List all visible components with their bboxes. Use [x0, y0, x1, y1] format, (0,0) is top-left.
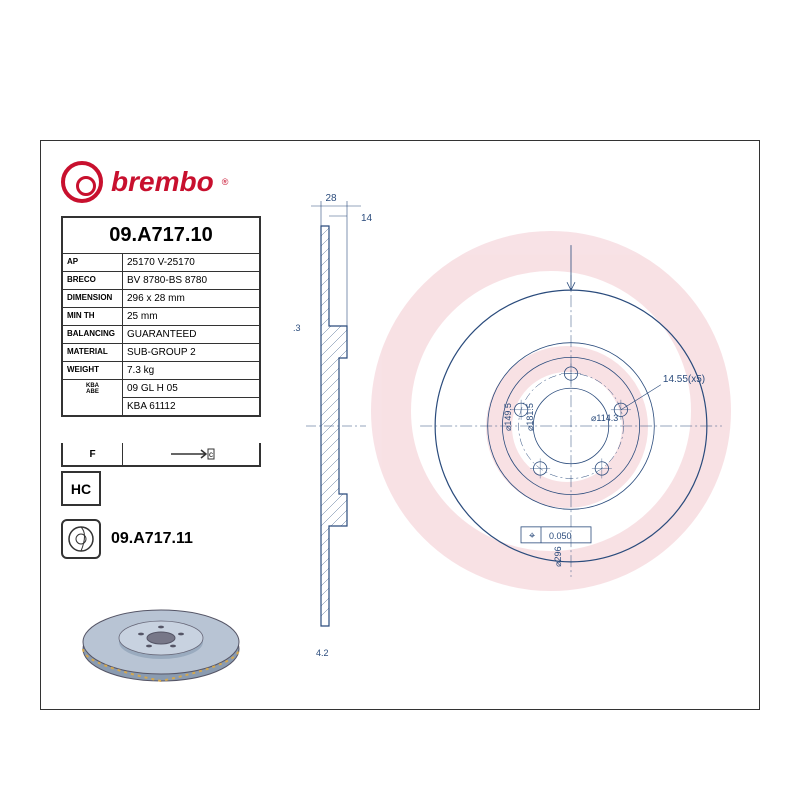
svg-text:⌀181.5: ⌀181.5 — [525, 403, 535, 431]
brand-logo: brembo ® — [61, 161, 228, 203]
technical-drawing: 28 14 .3 4.2 14.55(x5) ⌀149.5 ⌀181.5 ⌀296 ⌀114.3… — [281, 161, 739, 689]
svg-text:⌖: ⌖ — [529, 530, 535, 542]
spec-value: SUB-GROUP 2 — [123, 344, 259, 361]
disc-icon — [61, 519, 101, 559]
alt-part-row: 09.A717.11 — [61, 519, 261, 559]
spec-value: 7.3 kg — [123, 362, 259, 379]
svg-text:⌀296: ⌀296 — [553, 546, 563, 566]
svg-text:4.2: 4.2 — [316, 648, 329, 658]
spec-value: BV 8780-BS 8780 — [123, 272, 259, 289]
part-number: 09.A717.10 — [63, 218, 259, 254]
svg-text:.3: .3 — [293, 323, 301, 333]
svg-text:c: c — [209, 450, 213, 459]
spec-label: MATERIAL — [63, 344, 123, 361]
alt-part-number: 09.A717.11 — [111, 530, 193, 548]
svg-text:⌀149.5: ⌀149.5 — [503, 403, 513, 431]
kba-icon: KBAABE — [63, 380, 123, 415]
svg-text:28: 28 — [325, 193, 337, 204]
f-label: F — [63, 443, 123, 465]
spec-value: 296 x 28 mm — [123, 290, 259, 307]
brand-name: brembo — [111, 166, 214, 198]
logo-icon — [61, 161, 103, 203]
spec-label: WEIGHT — [63, 362, 123, 379]
spec-value: KBA 61112 — [123, 398, 259, 415]
spec-value: 09 GL H 05 — [123, 380, 259, 398]
spec-value: 25170 V-25170 — [123, 254, 259, 271]
spec-label: DIMENSION — [63, 290, 123, 307]
spec-label: BRECO — [63, 272, 123, 289]
spec-label: BALANCING — [63, 326, 123, 343]
svg-text:14: 14 — [361, 213, 373, 224]
disc-3d-render — [71, 594, 251, 694]
spec-value: 25 mm — [123, 308, 259, 325]
svg-text:⌀114.3: ⌀114.3 — [591, 413, 618, 423]
spec-label: MIN TH — [63, 308, 123, 325]
f-row: F c — [61, 443, 261, 467]
svg-text:14.55(x5): 14.55(x5) — [663, 374, 705, 385]
svg-text:0.050: 0.050 — [549, 531, 572, 541]
spec-label: AP — [63, 254, 123, 271]
spec-table: 09.A717.10 AP25170 V-25170 BRECOBV 8780-… — [61, 216, 261, 417]
spec-value: GUARANTEED — [123, 326, 259, 343]
hc-badge: HC — [61, 471, 101, 506]
registered-mark: ® — [222, 177, 229, 187]
arrow-icon: c — [123, 447, 259, 461]
